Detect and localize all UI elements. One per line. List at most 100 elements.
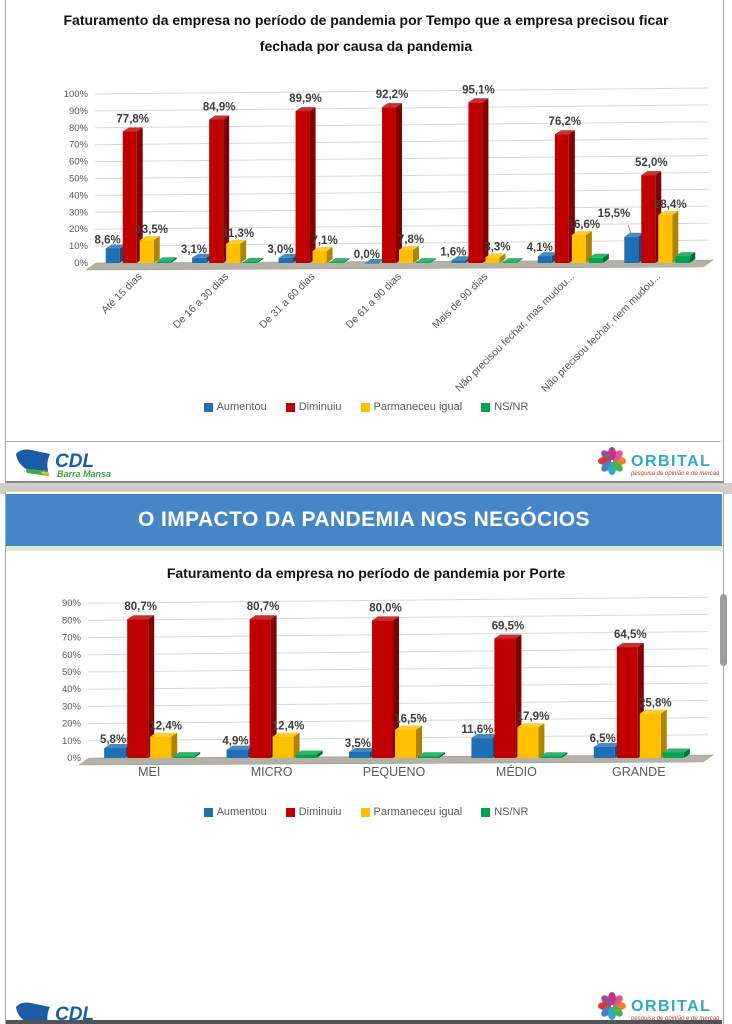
svg-text:12,4%: 12,4% <box>272 721 305 733</box>
legend-label: NS/NR <box>494 806 529 818</box>
legend-swatch-icon <box>481 807 491 817</box>
legend-swatch-icon <box>360 402 370 412</box>
svg-text:92,2%: 92,2% <box>376 89 409 101</box>
legend-label: NS/NR <box>494 401 529 413</box>
svg-text:Até 15 dias: Até 15 dias <box>99 271 145 317</box>
legend-swatch-icon <box>203 807 213 817</box>
section-banner-title: O IMPACTO DA PANDEMIA NOS NEGÓCIOS <box>138 508 590 531</box>
svg-text:11,3%: 11,3% <box>222 228 254 240</box>
svg-text:80,7%: 80,7% <box>124 601 157 613</box>
legend-swatch-icon <box>481 402 491 412</box>
svg-text:5,8%: 5,8% <box>100 734 126 746</box>
svg-text:17,9%: 17,9% <box>517 711 550 723</box>
svg-text:80%: 80% <box>62 615 82 626</box>
svg-text:77,8%: 77,8% <box>116 114 149 126</box>
legend-item: Diminuiu <box>285 806 342 818</box>
svg-text:16,5%: 16,5% <box>394 714 427 726</box>
scrollbar-thumb[interactable] <box>720 594 727 666</box>
chart1-legend: Aumentou Diminuiu Parmaneceu igual NS/NR <box>0 401 732 413</box>
svg-text:25,8%: 25,8% <box>639 698 672 710</box>
svg-text:20%: 20% <box>69 224 89 235</box>
cdl-logo-text: CDL <box>55 1004 94 1024</box>
svg-text:Mais de 90 dias: Mais de 90 dias <box>430 271 490 331</box>
svg-text:11,6%: 11,6% <box>461 724 493 736</box>
chart1-title: Faturamento da empresa no período de pan… <box>36 7 696 59</box>
svg-text:De 16 a 30 dias: De 16 a 30 dias <box>171 271 232 332</box>
banner-accent-strip <box>6 546 722 551</box>
legend-label: Diminuiu <box>298 806 342 818</box>
svg-text:MICRO: MICRO <box>251 765 293 779</box>
legend-label: Aumentou <box>216 806 267 818</box>
legend-label: Parmaneceu igual <box>373 806 463 818</box>
legend-label: Parmaneceu igual <box>373 401 463 413</box>
legend-item: Diminuiu <box>285 401 342 413</box>
svg-text:50%: 50% <box>69 174 89 185</box>
cdl-logo-subtitle: Barra Mansa <box>57 469 111 479</box>
svg-text:50%: 50% <box>62 667 82 678</box>
legend-swatch-icon <box>360 807 370 817</box>
svg-text:52,0%: 52,0% <box>635 157 668 169</box>
legend-item: Aumentou <box>203 806 267 818</box>
svg-text:80,7%: 80,7% <box>247 601 280 613</box>
cdl-flag-icon <box>16 1002 50 1024</box>
svg-text:3,5%: 3,5% <box>345 738 371 750</box>
chart2-legend: Aumentou Diminuiu Parmaneceu igual NS/NR <box>0 806 732 818</box>
svg-text:3,0%: 3,0% <box>267 244 293 256</box>
chart1-title-line1: Faturamento da empresa no período de pan… <box>63 12 669 28</box>
svg-text:7,8%: 7,8% <box>398 234 424 246</box>
chart1-3d-bar-chart: 0% 10% 20% 30% 40% 50% 60% 70% 80% 90% 100% 8,6% 3,1… <box>64 84 714 395</box>
svg-text:30%: 30% <box>69 207 89 218</box>
svg-text:69,5%: 69,5% <box>492 620 525 632</box>
svg-text:13,5%: 13,5% <box>135 224 168 236</box>
chart2-title: Faturamento da empresa no período de pan… <box>166 565 566 581</box>
legend-swatch-icon <box>285 807 295 817</box>
legend-swatch-icon <box>203 402 213 412</box>
svg-text:30%: 30% <box>62 701 82 712</box>
svg-text:3,3%: 3,3% <box>484 241 510 253</box>
section-banner: O IMPACTO DA PANDEMIA NOS NEGÓCIOS <box>6 494 722 546</box>
svg-text:20%: 20% <box>62 719 82 730</box>
svg-text:0%: 0% <box>74 258 88 269</box>
slide1-footer-divider <box>6 441 721 442</box>
legend-item: NS/NR <box>481 401 528 413</box>
orbital-pinwheel-icon <box>598 992 626 1020</box>
svg-text:MÉDIO: MÉDIO <box>496 764 537 779</box>
svg-text:70%: 70% <box>62 633 82 644</box>
orbital-logo-bottom: ORBITAL pesquisa de opinião e de mercado <box>598 992 719 1022</box>
svg-text:76,2%: 76,2% <box>549 116 582 128</box>
legend-item: Parmaneceu igual <box>360 401 463 413</box>
svg-text:De 61 a 90 dias: De 61 a 90 dias <box>343 271 404 332</box>
svg-text:De 31 a 60 dias: De 31 a 60 dias <box>257 271 318 332</box>
svg-text:12,4%: 12,4% <box>149 721 182 733</box>
legend-item: NS/NR <box>481 806 528 818</box>
svg-text:100%: 100% <box>64 89 89 100</box>
legend-item: Aumentou <box>203 401 267 413</box>
legend-label: Aumentou <box>216 401 267 413</box>
cdl-logo: CDL Barra Mansa <box>16 449 111 479</box>
svg-text:90%: 90% <box>69 106 89 117</box>
orbital-logo-subtitle: pesquisa de opinião e de mercado <box>630 471 719 477</box>
orbital-logo-text: ORBITAL <box>631 998 711 1015</box>
chart2-3d-bar-chart: 0% 10% 20% 30% 40% 50% 60% 70% 80% 90% 5,8% 4,9% 3,5… <box>62 596 714 779</box>
svg-text:90%: 90% <box>62 598 82 609</box>
svg-text:3,1%: 3,1% <box>181 244 207 256</box>
orbital-pinwheel-icon <box>598 447 626 475</box>
svg-text:95,1%: 95,1% <box>462 84 495 96</box>
svg-text:84,9%: 84,9% <box>203 102 236 114</box>
svg-text:28,4%: 28,4% <box>654 199 687 211</box>
legend-swatch-icon <box>285 402 295 412</box>
cdl-flag-icon <box>16 449 50 471</box>
orbital-logo-subtitle: pesquisa de opinião e de mercado <box>630 1016 719 1022</box>
svg-text:PEQUENO: PEQUENO <box>363 765 426 779</box>
svg-text:7,1%: 7,1% <box>311 235 337 247</box>
svg-text:89,9%: 89,9% <box>289 93 322 105</box>
svg-text:6,5%: 6,5% <box>590 733 616 745</box>
svg-text:40%: 40% <box>69 190 89 201</box>
svg-text:60%: 60% <box>69 157 89 168</box>
cdl-logo-text: CDL <box>55 451 94 472</box>
legend-item: Parmaneceu igual <box>360 806 463 818</box>
slide-gap <box>0 483 732 494</box>
svg-text:80,0%: 80,0% <box>369 602 402 614</box>
svg-text:80%: 80% <box>69 123 89 134</box>
